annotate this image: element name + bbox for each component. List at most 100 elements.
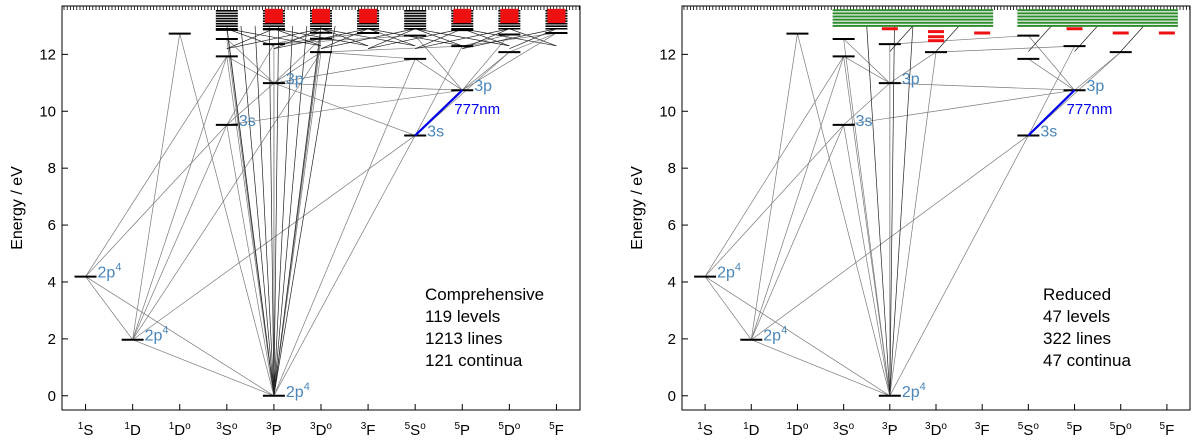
red-level-block [264,8,283,24]
term-multiplicity: 1 [124,421,130,432]
y-tick-label: 10 [659,103,676,120]
dense-web-line [367,28,416,49]
level-label: 3p [474,78,492,95]
transition-line [85,56,228,277]
transition-line [843,124,891,396]
dense-web-line [320,28,369,47]
dense-web-line [1028,25,1052,52]
dense-web-line [273,28,322,47]
highlight-777nm-line [1027,89,1076,137]
x-tick-label-2: 1Do [786,421,808,439]
model-annotation-line: 47 continua [1043,351,1131,370]
top-minor-ticks [683,6,1190,10]
dense-web-line [415,28,510,47]
transition-lines [704,33,1121,397]
model-annotation-line: 121 continua [425,351,523,370]
level-label: 3s [239,113,256,130]
top-minor-ticks [63,6,580,10]
y-tick-label: 6 [48,217,56,234]
transition-line [462,34,510,47]
transition-line [320,51,416,60]
transition-line [843,56,890,84]
transition-line [85,276,275,397]
red-level-block [453,8,472,24]
transition-line [273,58,416,396]
transition-line [843,82,891,126]
term-letter: P [888,422,898,439]
term-multiplicity: 1 [786,421,792,432]
dense-fan-line [889,25,914,396]
term-multiplicity: 3 [925,421,931,432]
term-multiplicity: 3 [266,421,272,432]
term-parity: o [803,421,809,432]
transition-line [843,89,1075,126]
transition-line [226,56,275,396]
term-letter: P [272,422,282,439]
term-letter: D [504,422,515,439]
term-multiplicity: 5 [405,421,411,432]
x-tick-label-0: 1S [78,421,94,439]
x-tick-label-10: 5F [549,421,564,439]
dense-fan-line [273,25,279,396]
transition-line [1074,51,1121,91]
term-parity: o [515,421,521,432]
red-level-block [312,8,330,24]
level-label-sup: 4 [115,262,121,274]
y-tick-label: 10 [39,103,56,120]
level-label-sup: 4 [735,262,741,274]
level-label-config: 2p [286,384,304,401]
term-multiplicity: 1 [169,421,175,432]
transition-line [414,58,463,91]
x-tick-label-10: 5F [1160,421,1175,439]
level-label-sup: 4 [920,381,926,393]
level-label-config: 3s [239,113,256,130]
x-tick-label-8: 5P [454,421,470,439]
transition-line [226,89,463,126]
dense-fan-line [254,25,275,396]
y-tick-label: 8 [668,160,676,177]
dense-web-line [273,28,369,47]
level-label-config: 2p [98,265,116,282]
x-tick-label-2: 1Do [169,421,191,439]
x-tick-label-0: 1S [697,421,713,439]
term-parity: o [326,421,332,432]
transition-line [889,51,937,84]
level-label: 2p4 [145,325,169,345]
term-letter: D [749,422,760,439]
level-label-config: 3s [856,113,873,130]
transition-line [750,33,798,340]
level-label: 2p4 [717,262,741,282]
transition-line [226,56,275,84]
dense-web-line [1120,25,1145,52]
transition-line [1028,58,1075,91]
term-multiplicity: 5 [498,421,504,432]
transition-line [1028,35,1075,91]
term-parity: o [941,421,947,432]
transition-line [462,34,510,91]
term-letter: P [1072,422,1082,439]
level-label: 3p [1087,78,1105,95]
transition-line [273,38,322,84]
y-tick-label: 2 [668,331,676,348]
level-label-sup: 4 [781,325,787,337]
x-tick-label-3: 3So [833,421,855,439]
model-annotation-line: Reduced [1043,285,1111,304]
level-label-config: 3s [427,123,444,140]
transition-line [226,124,275,396]
term-multiplicity: 5 [549,421,555,432]
transition-line [889,135,1029,396]
transition-line [132,124,228,340]
x-tick-label-7: 5So [1018,421,1040,439]
level-label-sup: 4 [304,381,310,393]
transition-line [797,33,891,396]
term-multiplicity: 5 [1110,421,1116,432]
transition-line [273,58,416,84]
term-letter: F [980,422,989,439]
term-letter: D [316,422,327,439]
x-tick-label-5: 3Do [925,421,947,439]
dense-web-line [367,28,416,47]
x-tick-label-3: 3So [216,421,238,439]
term-multiplicity: 5 [1067,421,1073,432]
